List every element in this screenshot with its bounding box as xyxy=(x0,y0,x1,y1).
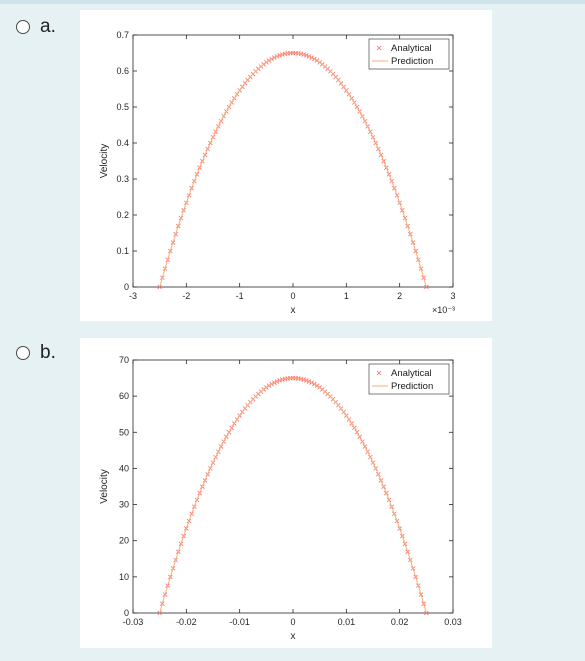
y-tick-label: 0.2 xyxy=(116,210,129,220)
y-tick-label: 60 xyxy=(119,391,129,401)
legend-analytical-marker xyxy=(376,370,382,376)
x-tick-label: 3 xyxy=(450,291,455,301)
x-tick-label: 0 xyxy=(290,617,295,627)
analytical-marker xyxy=(424,610,429,616)
legend-prediction-label: Prediction xyxy=(391,381,433,392)
legend-analytical-label: Analytical xyxy=(391,43,432,54)
x-tick-label: -1 xyxy=(236,291,244,301)
x-tick-label: -0.03 xyxy=(123,617,144,627)
answer-option-a[interactable]: a. -3 -2 -1 0 1 2 3 0 0.1 0.2 0.3 0.4 0.5 0.6 0.7 x Velo… xyxy=(0,0,585,330)
x-tick-label: 0.01 xyxy=(338,617,356,627)
x-axis-label: x xyxy=(291,631,296,642)
legend-analytical-marker xyxy=(376,45,382,51)
analytical-marker xyxy=(157,610,162,616)
y-tick-label: 40 xyxy=(119,463,129,473)
y-tick-label: 0.3 xyxy=(116,174,129,184)
y-tick-label: 0.4 xyxy=(116,138,129,148)
radio-button-a[interactable] xyxy=(16,20,30,34)
option-label-a: a. xyxy=(40,16,56,37)
x-tick-label: -0.02 xyxy=(176,617,197,627)
analytical-marker xyxy=(424,284,429,290)
analytical-marker xyxy=(157,284,162,290)
x-tick-label: 0 xyxy=(290,291,295,301)
x-tick-label: -3 xyxy=(129,291,137,301)
option-label-b: b. xyxy=(40,342,56,363)
x-tick-label: -0.01 xyxy=(229,617,250,627)
chart-a: -3 -2 -1 0 1 2 3 0 0.1 0.2 0.3 0.4 0.5 0.6 0.7 x Velocit… xyxy=(99,30,456,316)
y-tick-label: 20 xyxy=(119,536,129,546)
y-tick-label: 70 xyxy=(119,355,129,365)
y-tick-label: 0.7 xyxy=(116,30,129,40)
radio-button-b[interactable] xyxy=(16,346,30,360)
x-tick-label: 2 xyxy=(397,291,402,301)
x-tick-label: 1 xyxy=(344,291,349,301)
y-tick-label: 30 xyxy=(119,500,129,510)
y-tick-label: 0 xyxy=(124,282,129,292)
legend-box xyxy=(368,363,450,395)
y-axis-label: Velocity xyxy=(99,144,110,178)
plot-axes-box xyxy=(132,359,454,614)
y-tick-label: 50 xyxy=(119,427,129,437)
legend-box xyxy=(368,38,450,70)
y-tick-label: 0.6 xyxy=(116,66,129,76)
y-tick-label: 0.5 xyxy=(116,102,129,112)
x-axis-label: x xyxy=(291,305,296,316)
chart-panel-b: -0.03 -0.02 -0.01 0 0.01 0.02 0.03 0 10 20 30 40 50 6… xyxy=(80,338,492,648)
chart-b: -0.03 -0.02 -0.01 0 0.01 0.02 0.03 0 10 20 30 40 50 6… xyxy=(99,355,462,642)
x-tick-label: 0.02 xyxy=(391,617,409,627)
y-tick-label: 0 xyxy=(124,608,129,618)
x-axis-exponent-label: ×10⁻³ xyxy=(432,305,455,315)
y-tick-label: 10 xyxy=(119,572,129,582)
chart-panel-a: -3 -2 -1 0 1 2 3 0 0.1 0.2 0.3 0.4 0.5 0.6 0.7 x Velocit… xyxy=(80,10,492,321)
plot-axes-box xyxy=(132,34,454,288)
x-tick-label: -2 xyxy=(182,291,190,301)
prediction-line xyxy=(159,377,427,614)
y-axis-label: Velocity xyxy=(99,469,110,503)
answer-option-b[interactable]: b. -0.03 -0.02 -0.01 0 0.01 0.02 0.03 0 10 20 30 40… xyxy=(0,330,585,661)
y-tick-label: 0.1 xyxy=(116,246,129,256)
legend-analytical-label: Analytical xyxy=(391,368,432,379)
prediction-line xyxy=(159,52,427,288)
legend-prediction-label: Prediction xyxy=(391,56,433,67)
top-divider xyxy=(0,0,585,4)
x-tick-label: 0.03 xyxy=(444,617,462,627)
